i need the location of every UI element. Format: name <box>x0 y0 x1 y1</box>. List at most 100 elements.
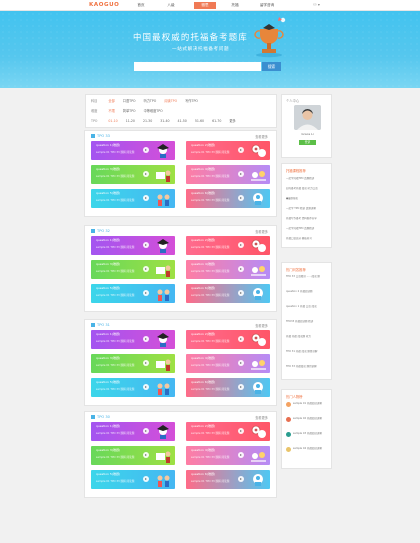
sidebar-link[interactable]: 一起学 TPO 精讲 真题讲解 <box>286 207 316 210</box>
sidebar-link[interactable]: ●最新报名 <box>286 197 299 200</box>
filter-option[interactable]: 口语TPO <box>122 99 136 103</box>
question-card[interactable]: question 3(难题) sample 01 TPO 33 题解 阅读题 <box>91 354 175 373</box>
play-icon[interactable] <box>143 476 149 482</box>
sidebar-link[interactable]: 如何备考托福 阅读 听力口语 <box>286 187 318 190</box>
question-card[interactable]: question 2(难题) sample 01 TPO 33 题解 阅读题 <box>186 141 270 160</box>
sidebar-link[interactable]: question 1 托福 口语 阅读 <box>286 305 317 308</box>
play-icon[interactable] <box>143 336 149 342</box>
question-card[interactable]: question 6(难题) sample 01 TPO 33 题解 阅读题 <box>186 378 270 397</box>
sidebar-link[interactable]: sample 04 托福阅读讲解 <box>293 447 322 450</box>
filter-option[interactable]: 31-40 <box>160 119 170 123</box>
play-icon[interactable] <box>143 452 149 458</box>
sidebar-link[interactable]: TPO33 托福阅读题 精讲 <box>286 320 314 323</box>
play-icon[interactable] <box>143 171 149 177</box>
sidebar-link[interactable]: 托福 托福 阅读题 听力 <box>286 335 311 338</box>
section-more-link[interactable]: 查看更多 <box>255 324 268 328</box>
filter-option[interactable]: 阅读TPO <box>164 99 178 103</box>
sidebar-link[interactable]: 托福口语高分 模板练习 <box>286 237 312 240</box>
question-card[interactable]: question 2(难题) sample 01 TPO 33 题解 阅读题 <box>186 422 270 441</box>
play-icon[interactable] <box>238 428 244 434</box>
filter-option[interactable]: 11-20 <box>125 119 135 123</box>
play-icon[interactable] <box>143 360 149 366</box>
filter-option[interactable]: 01-10 <box>108 119 118 123</box>
play-icon[interactable] <box>238 452 244 458</box>
filter-option[interactable]: 21-30 <box>142 119 153 123</box>
question-card[interactable]: question 6(难题) sample 01 TPO 33 题解 阅读题 <box>186 189 270 208</box>
question-card[interactable]: question 5(难题) sample 01 TPO 33 题解 阅读题 <box>91 284 175 303</box>
question-card[interactable]: question 1(难题) sample 01 TPO 33 题解 阅读题 <box>91 141 175 160</box>
search-button[interactable]: 搜索 <box>262 62 281 71</box>
user-avatar-icon[interactable] <box>286 402 291 407</box>
nav-item-ielts[interactable]: 雅思 <box>194 2 216 9</box>
play-icon[interactable] <box>143 290 149 296</box>
avatar[interactable] <box>294 105 321 130</box>
question-card[interactable]: question 3(难题) sample 01 TPO 33 题解 阅读题 <box>91 260 175 279</box>
play-icon[interactable] <box>143 428 149 434</box>
question-card[interactable]: question 4(难题) sample 01 TPO 33 题解 阅读题 <box>186 446 270 465</box>
filter-option[interactable]: 听力TPO <box>143 99 157 103</box>
play-icon[interactable] <box>238 171 244 177</box>
question-card[interactable]: question 2(难题) sample 01 TPO 33 题解 阅读题 <box>186 330 270 349</box>
play-icon[interactable] <box>143 242 149 248</box>
question-card[interactable]: question 1(难题) sample 01 TPO 33 题解 阅读题 <box>91 236 175 255</box>
play-icon[interactable] <box>238 360 244 366</box>
sidebar-link[interactable]: TPO 33 托福阅读 题目讲解 <box>286 365 317 368</box>
question-card[interactable]: question 6(难题) sample 01 TPO 33 题解 阅读题 <box>186 470 270 489</box>
play-icon[interactable] <box>143 147 149 153</box>
filter-option[interactable]: 不限 <box>108 109 115 113</box>
filter-option[interactable]: 写作TPO <box>185 99 198 103</box>
play-icon[interactable] <box>238 266 244 272</box>
sidebar-link[interactable]: sample 01 托福阅读讲解 <box>293 402 322 405</box>
sidebar-link[interactable]: sample 02 托福阅读讲解 <box>293 417 322 420</box>
filter-option[interactable]: 中等难度TPO <box>143 109 163 113</box>
question-card[interactable]: question 3(难题) sample 01 TPO 33 题解 阅读题 <box>91 446 175 465</box>
question-card[interactable]: question 1(难题) sample 01 TPO 33 题解 阅读题 <box>91 422 175 441</box>
nav-item-study-abroad[interactable]: 留学咨询 <box>259 3 275 7</box>
sidebar-link[interactable]: TPO 31 托福 阅读 题目讲解 <box>286 350 318 353</box>
play-icon[interactable] <box>238 195 244 201</box>
question-card[interactable]: question 4(难题) sample 01 TPO 33 题解 阅读题 <box>186 165 270 184</box>
question-card[interactable]: question 1(难题) sample 01 TPO 33 题解 阅读题 <box>91 330 175 349</box>
play-icon[interactable] <box>143 195 149 201</box>
site-logo[interactable]: KAOGUO <box>89 2 120 8</box>
sidebar-link[interactable]: 一起学托福TPO 真题精讲 <box>286 227 315 230</box>
nav-item-level8[interactable]: 八级 <box>167 3 175 7</box>
section-more-link[interactable]: 查看更多 <box>255 135 268 139</box>
play-icon[interactable] <box>238 147 244 153</box>
user-icon[interactable]: ⚇ ▾ <box>313 2 320 7</box>
user-avatar-icon[interactable] <box>286 447 291 452</box>
play-icon[interactable] <box>238 476 244 482</box>
filter-option[interactable]: 简单TPO <box>122 109 136 113</box>
section-more-link[interactable]: 查看更多 <box>255 230 268 234</box>
question-card[interactable]: question 5(难题) sample 01 TPO 33 题解 阅读题 <box>91 378 175 397</box>
question-card[interactable]: question 5(难题) sample 01 TPO 33 题解 阅读题 <box>91 470 175 489</box>
play-icon[interactable] <box>238 384 244 390</box>
sidebar-link[interactable]: sample 03 托福阅读讲解 <box>293 432 322 435</box>
filter-option[interactable]: 51-60 <box>194 119 205 123</box>
play-icon[interactable] <box>238 336 244 342</box>
question-card[interactable]: question 5(难题) sample 01 TPO 33 题解 阅读题 <box>91 189 175 208</box>
nav-item-home[interactable]: 首页 <box>137 3 145 7</box>
play-icon[interactable] <box>238 242 244 248</box>
sidebar-link[interactable]: 一起学托福TPO 真题精讲 <box>286 177 315 180</box>
filter-option[interactable]: 61-70 <box>212 119 222 123</box>
sidebar-link[interactable]: 托福写作备考 资料推荐分享 <box>286 217 317 220</box>
play-icon[interactable] <box>238 290 244 296</box>
question-card[interactable]: question 2(难题) sample 01 TPO 33 题解 阅读题 <box>186 236 270 255</box>
nav-item-toefl[interactable]: 托福 <box>231 3 239 7</box>
section-more-link[interactable]: 查看更多 <box>255 416 268 420</box>
question-card[interactable]: question 4(难题) sample 01 TPO 33 题解 阅读题 <box>186 260 270 279</box>
question-card[interactable]: question 6(难题) sample 01 TPO 33 题解 阅读题 <box>186 284 270 303</box>
question-card[interactable]: question 4(难题) sample 01 TPO 33 题解 阅读题 <box>186 354 270 373</box>
play-icon[interactable] <box>143 384 149 390</box>
filter-option[interactable]: 全部 <box>108 99 115 103</box>
login-button[interactable]: 登录 <box>299 140 316 145</box>
play-icon[interactable] <box>143 266 149 272</box>
filter-option[interactable]: 更多 <box>229 119 236 123</box>
sidebar-link[interactable]: TPO 33 口语精讲 ……阅读 题 <box>286 275 320 278</box>
filter-option[interactable]: 41-50 <box>177 119 187 123</box>
search-input[interactable] <box>134 62 261 71</box>
user-avatar-icon[interactable] <box>286 417 291 422</box>
question-card[interactable]: question 3(难题) sample 01 TPO 33 题解 阅读题 <box>91 165 175 184</box>
sidebar-link[interactable]: question 2 托福阅读题 <box>286 290 313 293</box>
